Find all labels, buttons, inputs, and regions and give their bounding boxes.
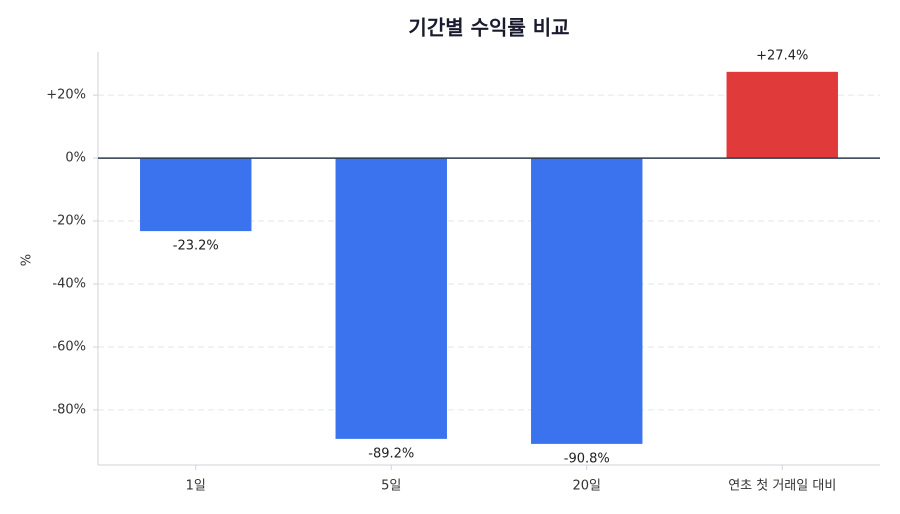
x-tick-label: 연초 첫 거래일 대비 bbox=[728, 479, 836, 494]
x-tick-label: 20일 bbox=[572, 479, 601, 494]
bar bbox=[335, 158, 447, 439]
y-tick-label: -80% bbox=[52, 402, 86, 417]
y-axis-label: % bbox=[20, 254, 35, 266]
value-label: -89.2% bbox=[368, 446, 414, 461]
bar bbox=[531, 158, 643, 444]
x-tick-label: 1일 bbox=[186, 479, 206, 494]
bar bbox=[140, 158, 252, 232]
y-tick-label: -40% bbox=[52, 276, 86, 291]
value-label: +27.4% bbox=[756, 48, 808, 63]
x-tick-label: 5일 bbox=[381, 479, 401, 494]
y-tick-label: -60% bbox=[52, 339, 86, 354]
y-tick-label: 0% bbox=[65, 151, 86, 166]
chart-title: 기간별 수익률 비교 bbox=[408, 16, 569, 40]
y-tick-label: +20% bbox=[46, 88, 86, 103]
value-label: -90.8% bbox=[564, 451, 610, 466]
bar bbox=[726, 71, 838, 159]
value-label: -23.2% bbox=[173, 239, 219, 254]
y-tick-label: -20% bbox=[52, 214, 86, 229]
